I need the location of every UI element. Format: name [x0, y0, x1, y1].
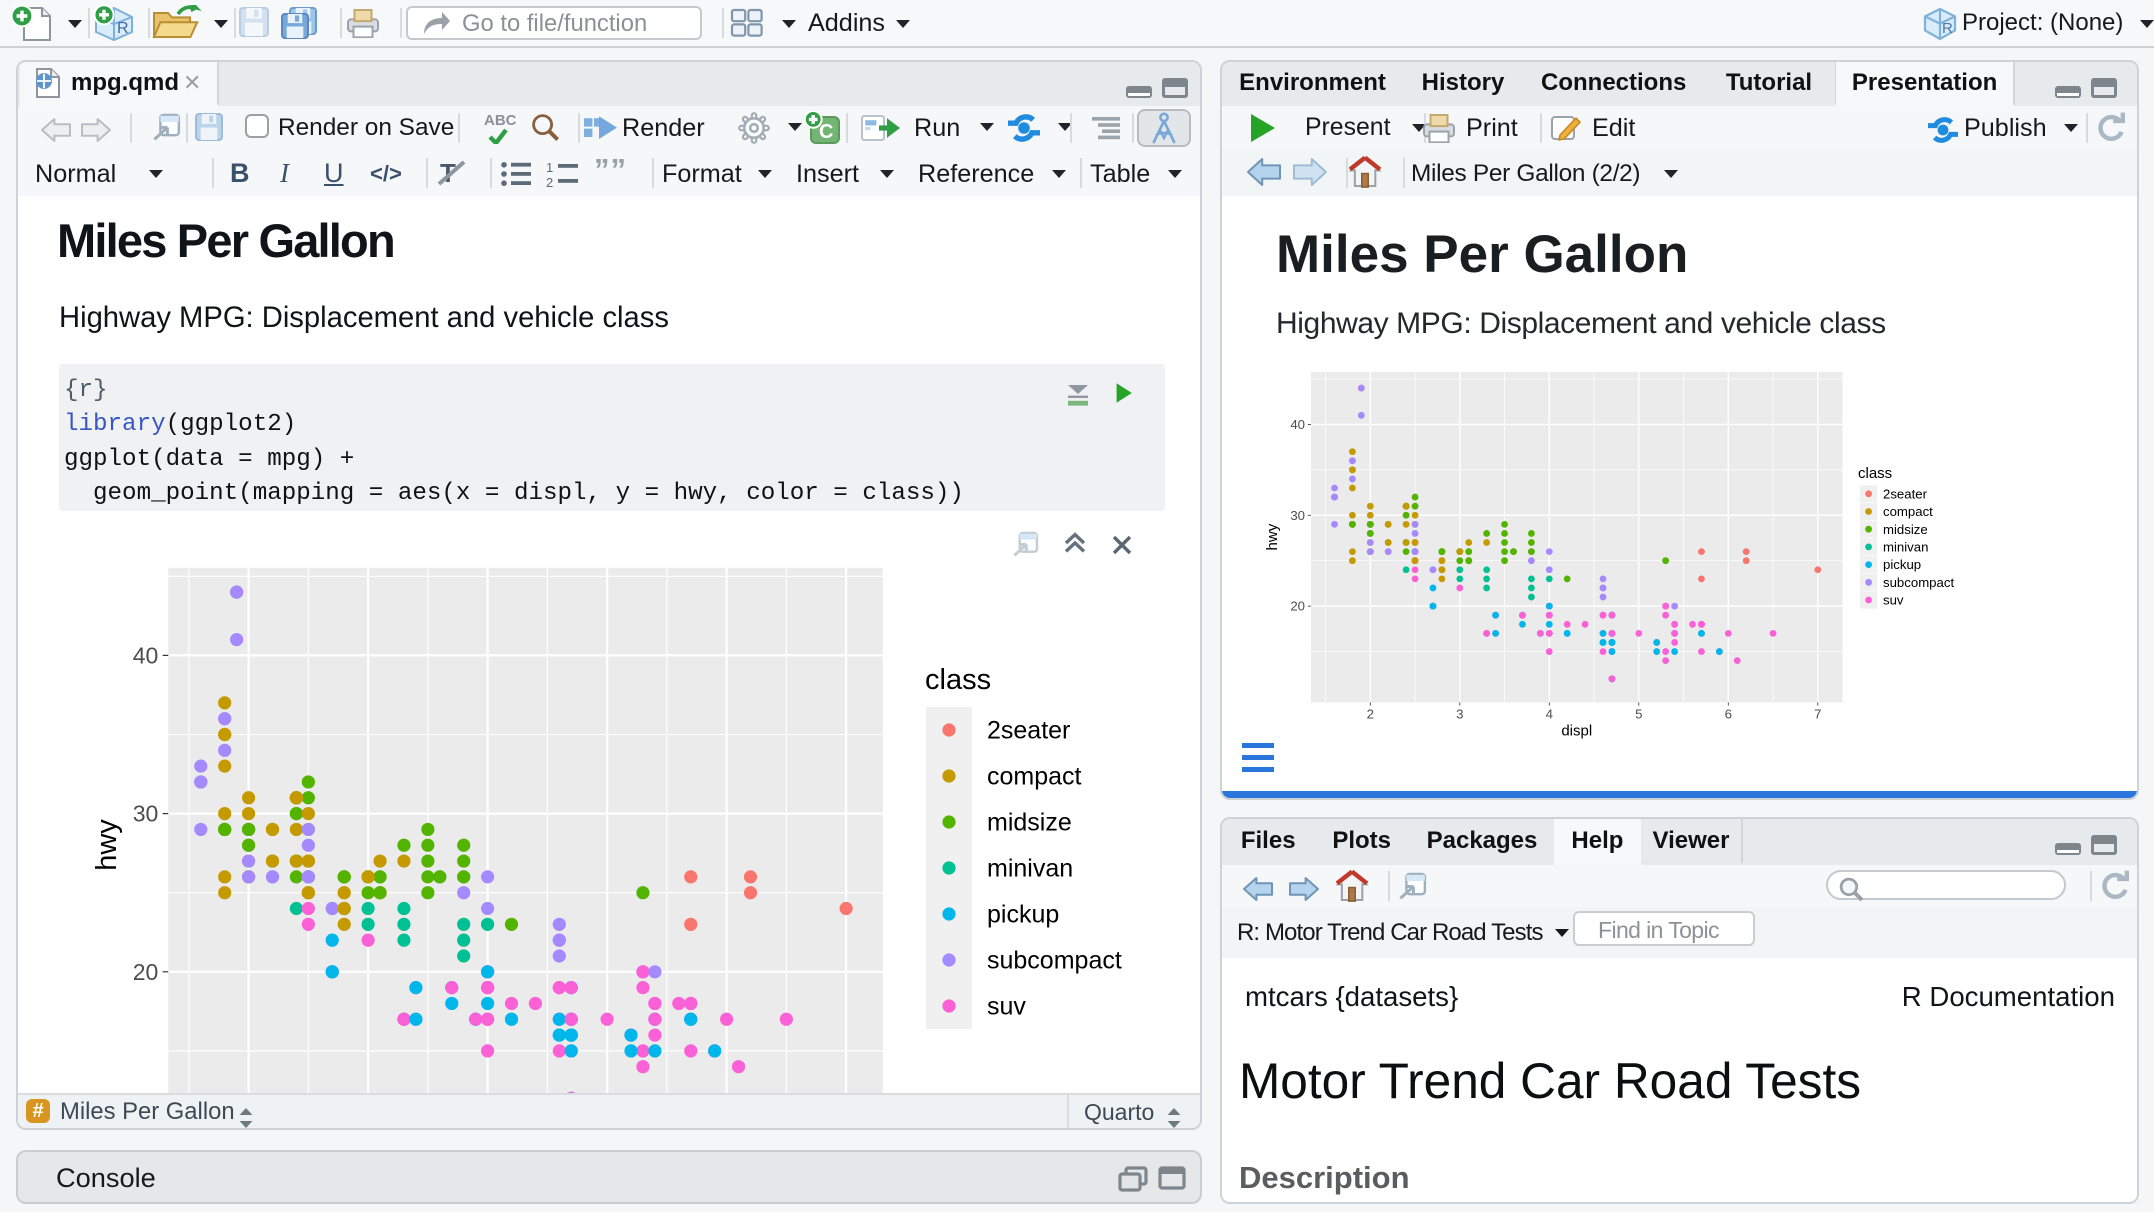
- svg-text:suv: suv: [1883, 593, 1904, 608]
- svg-text:compact: compact: [1883, 504, 1933, 519]
- svg-text:2: 2: [546, 175, 553, 188]
- svg-text:hwy: hwy: [91, 819, 123, 871]
- svg-text:R: R: [117, 20, 129, 37]
- svg-text:2seater: 2seater: [1883, 486, 1928, 501]
- svg-text:midsize: midsize: [987, 808, 1072, 836]
- svg-text:30: 30: [1290, 508, 1305, 523]
- svg-text:5: 5: [1635, 706, 1642, 721]
- svg-text:minivan: minivan: [987, 854, 1073, 882]
- svg-text:3: 3: [1456, 706, 1463, 721]
- svg-text:subcompact: subcompact: [1883, 575, 1954, 590]
- svg-text:40: 40: [133, 642, 159, 668]
- svg-text:midsize: midsize: [1883, 522, 1928, 537]
- svg-text:suv: suv: [987, 992, 1026, 1020]
- svg-text:displ: displ: [1561, 722, 1592, 739]
- svg-text:minivan: minivan: [1883, 540, 1928, 555]
- svg-text:compact: compact: [987, 762, 1082, 790]
- svg-text:4: 4: [1546, 706, 1553, 721]
- svg-text:7: 7: [1814, 706, 1821, 721]
- svg-text:class: class: [925, 664, 991, 696]
- svg-text:pickup: pickup: [987, 900, 1059, 928]
- svg-text:2seater: 2seater: [987, 716, 1070, 744]
- svg-text:hwy: hwy: [1264, 523, 1281, 550]
- svg-text:6: 6: [1725, 706, 1732, 721]
- svg-text:C: C: [819, 121, 833, 143]
- svg-text:40: 40: [1290, 417, 1305, 432]
- svg-text:2: 2: [1367, 706, 1374, 721]
- svg-text:pickup: pickup: [1883, 557, 1921, 572]
- svg-text:R: R: [1942, 20, 1953, 37]
- svg-text:ABC: ABC: [484, 112, 517, 129]
- svg-text:30: 30: [133, 801, 159, 827]
- svg-text:1: 1: [546, 160, 553, 175]
- svg-text:class: class: [1858, 465, 1892, 482]
- svg-text:subcompact: subcompact: [987, 946, 1122, 974]
- svg-text:20: 20: [133, 959, 159, 985]
- svg-text:20: 20: [1290, 599, 1305, 614]
